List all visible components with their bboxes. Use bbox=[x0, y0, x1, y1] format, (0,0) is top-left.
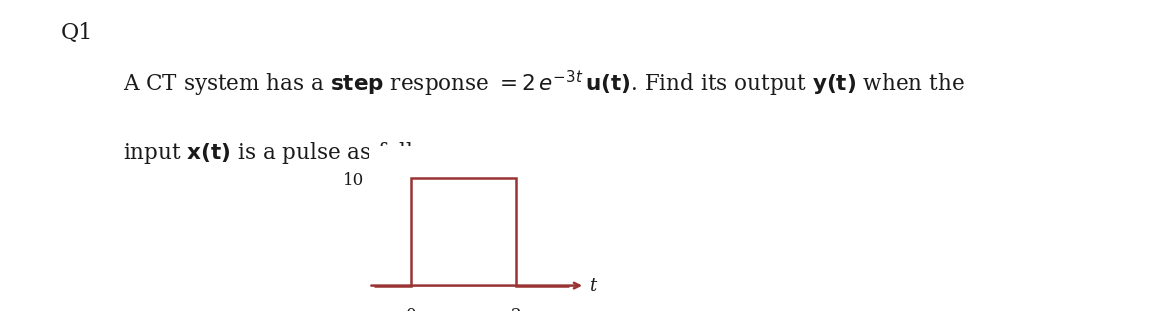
Text: Q1: Q1 bbox=[61, 22, 94, 44]
Text: input $\mathbf{x(t)}$ is a pulse as follows:: input $\mathbf{x(t)}$ is a pulse as foll… bbox=[123, 140, 461, 166]
Text: A CT system has a $\mathbf{step}$ response $= 2\,e^{-3t}\,\mathbf{u(t)}$. Find i: A CT system has a $\mathbf{step}$ respon… bbox=[123, 68, 964, 99]
Text: t: t bbox=[589, 277, 596, 295]
